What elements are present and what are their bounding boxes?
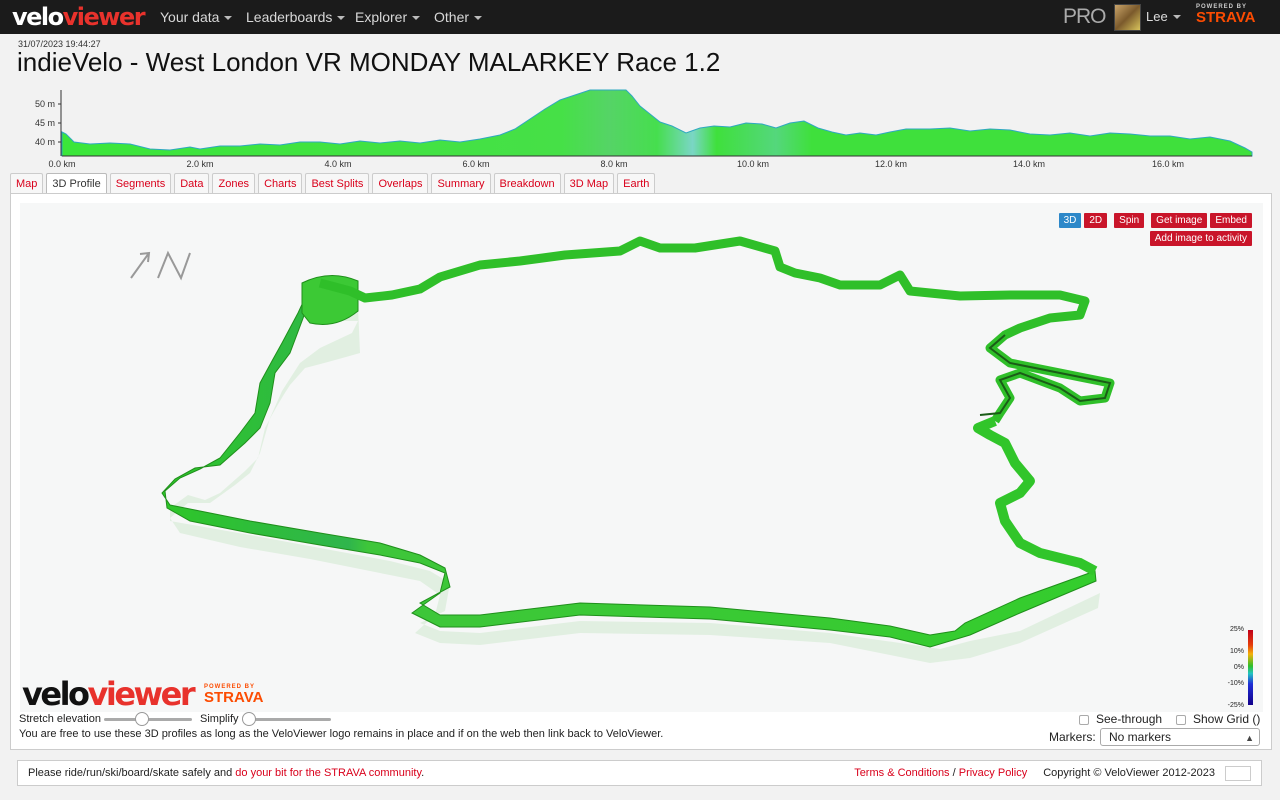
view-buttons: 3D 2D Spin Get image Embed <box>1058 213 1252 228</box>
route-reflection <box>170 302 1100 663</box>
tab-zones[interactable]: Zones <box>212 173 256 194</box>
simplify-label: Simplify <box>200 713 239 725</box>
markers-select[interactable]: No markers ▲ <box>1100 728 1260 746</box>
nav-your-data[interactable]: Your data <box>160 9 233 25</box>
activity-timestamp: 31/07/2023 19:44:27 <box>18 39 101 49</box>
markers-label: Markers: <box>1049 730 1096 744</box>
tab-3d-map[interactable]: 3D Map <box>563 173 615 194</box>
tab-earth[interactable]: Earth <box>617 173 656 194</box>
x-tick-label: 12.0 km <box>875 159 907 169</box>
3d-button[interactable]: 3D <box>1058 213 1082 228</box>
simplify-slider[interactable] <box>243 718 331 721</box>
route-ribbon <box>161 280 1097 648</box>
tab-3d-profile[interactable]: 3D Profile <box>46 173 107 195</box>
tab-summary[interactable]: Summary <box>431 173 491 194</box>
top-navbar: veloviewer Your data Leaderboards Explor… <box>0 0 1280 34</box>
tab-segments[interactable]: Segments <box>109 173 172 194</box>
simplify-handle[interactable] <box>242 712 256 726</box>
see-through-label: See-through <box>1096 712 1163 726</box>
north-arrow-icon <box>130 250 191 281</box>
tab-map[interactable]: Map <box>10 173 44 194</box>
x-tick-label: 2.0 km <box>186 159 213 169</box>
footer-chart-icon[interactable] <box>1225 766 1251 781</box>
avatar[interactable] <box>1114 4 1141 31</box>
spin-button[interactable]: Spin <box>1114 213 1145 228</box>
scale-label: -25% <box>1227 702 1244 709</box>
tab-charts[interactable]: Charts <box>258 173 303 194</box>
chevron-down-icon <box>474 16 483 20</box>
page-footer: Please ride/run/ski/board/skate safely a… <box>17 760 1262 786</box>
strava-community-link[interactable]: do your bit for the STRAVA community <box>235 767 422 779</box>
page-title: indieVelo - West London VR MONDAY MALARK… <box>17 47 721 77</box>
tab-data[interactable]: Data <box>174 173 210 194</box>
route-right-thin <box>979 334 1112 416</box>
add-image-to-activity-button[interactable]: Add image to activity <box>1149 231 1252 246</box>
tab-best-splits[interactable]: Best Splits <box>305 173 370 194</box>
chevron-down-icon <box>412 16 421 20</box>
tab-breakdown[interactable]: Breakdown <box>493 173 561 194</box>
x-tick-label: 0.0 km <box>48 159 75 169</box>
chevron-down-icon <box>1172 15 1181 19</box>
terms-link[interactable]: Terms & Conditions <box>854 767 950 779</box>
veloviewer-watermark-logo: veloviewer <box>22 675 196 713</box>
stretch-elevation-handle[interactable] <box>135 712 149 726</box>
embed-button[interactable]: Embed <box>1210 213 1252 228</box>
scale-label: 10% <box>1229 648 1244 655</box>
show-grid-label: Show Grid () <box>1193 712 1261 726</box>
scale-label: 25% <box>1229 626 1244 633</box>
usage-notice: You are free to use these 3D profiles as… <box>19 728 664 740</box>
nav-other[interactable]: Other <box>434 9 483 25</box>
2d-button[interactable]: 2D <box>1084 213 1108 228</box>
pro-badge: PRO <box>1063 5 1107 28</box>
safety-notice: Please ride/run/ski/board/skate safely a… <box>28 767 425 779</box>
tab-overlaps[interactable]: Overlaps <box>372 173 429 194</box>
copyright: Copyright © VeloViewer 2012-2023 <box>1043 767 1215 779</box>
x-tick-label: 6.0 km <box>462 159 489 169</box>
veloviewer-logo[interactable]: veloviewer <box>12 3 146 31</box>
y-tick-label: 40 m <box>35 137 55 147</box>
route-top-edge <box>318 236 1115 424</box>
privacy-link[interactable]: Privacy Policy <box>958 767 1028 779</box>
route-right-side <box>973 416 1098 576</box>
nav-explorer[interactable]: Explorer <box>355 9 421 25</box>
gradient-colour-scale <box>1248 630 1253 705</box>
x-tick-label: 8.0 km <box>600 159 627 169</box>
3d-profile-panel: 3D 2D Spin Get image Embed Add image to … <box>10 193 1272 750</box>
chevron-down-icon <box>337 16 346 20</box>
chevron-down-icon <box>224 16 233 20</box>
show-grid-checkbox[interactable] <box>1176 715 1186 725</box>
3d-profile-viewport[interactable]: 3D 2D Spin Get image Embed Add image to … <box>20 203 1263 712</box>
scale-label: -10% <box>1227 680 1244 687</box>
select-arrows-icon: ▲ <box>1245 733 1254 743</box>
get-image-button[interactable]: Get image <box>1151 213 1208 228</box>
elevation-area <box>61 89 1253 157</box>
x-tick-label: 4.0 km <box>324 159 351 169</box>
nav-leaderboards[interactable]: Leaderboards <box>246 9 346 25</box>
powered-by-strava-logo[interactable]: POWERED BY STRAVA <box>1196 4 1256 26</box>
user-menu[interactable]: Lee <box>1146 9 1181 24</box>
activity-tabs: Map 3D Profile Segments Data Zones Chart… <box>10 173 658 195</box>
y-tick-label: 45 m <box>35 118 55 128</box>
see-through-checkbox[interactable] <box>1079 715 1089 725</box>
x-tick-label: 10.0 km <box>737 159 769 169</box>
x-tick-label: 14.0 km <box>1013 159 1045 169</box>
scale-label: 0% <box>1233 664 1244 671</box>
powered-by-strava-watermark: POWERED BY STRAVA <box>204 684 264 706</box>
elevation-profile-chart[interactable]: 50 m 45 m 40 m 0.0 km 2.0 km 4.0 km 6.0 … <box>0 86 1280 172</box>
x-tick-label: 16.0 km <box>1152 159 1184 169</box>
3d-route-render[interactable] <box>20 203 1263 712</box>
y-tick-label: 50 m <box>35 99 55 109</box>
stretch-elevation-label: Stretch elevation <box>19 713 101 725</box>
footer-right: Terms & Conditions / Privacy Policy Copyr… <box>854 767 1215 779</box>
